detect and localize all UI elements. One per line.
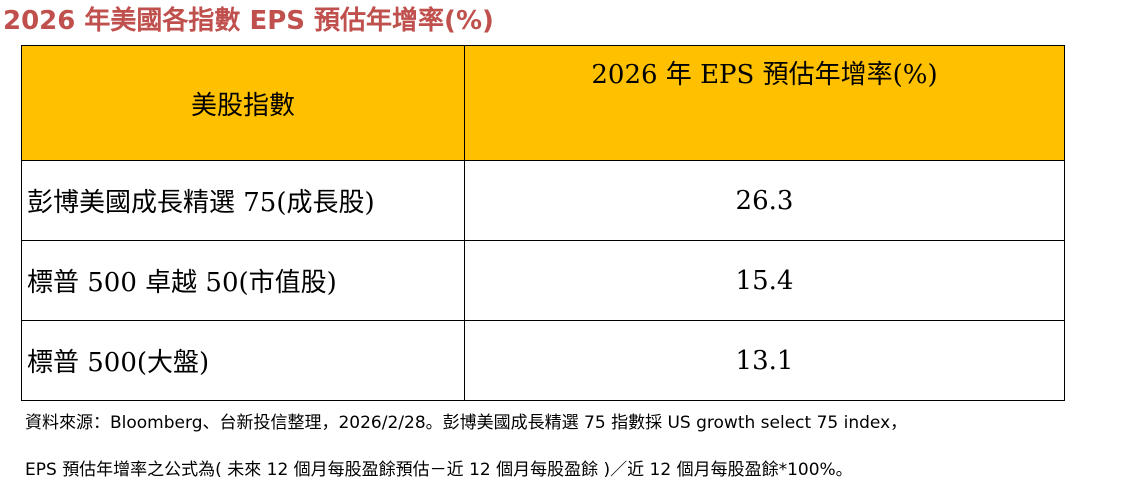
eps-growth-table: 美股指數 2026 年 EPS 預估年增率(%) 彭博美國成長精選 75(成長股… bbox=[21, 45, 1065, 401]
table-row: 標普 500(大盤) 13.1 bbox=[21, 320, 1065, 401]
table-header-row: 美股指數 2026 年 EPS 預估年增率(%) bbox=[21, 45, 1065, 161]
table-row: 標普 500 卓越 50(市值股) 15.4 bbox=[21, 240, 1065, 321]
index-name-cell: 標普 500 卓越 50(市值股) bbox=[21, 240, 465, 321]
formula-note: EPS 預估年增率之公式為( 未來 12 個月每股盈餘預估－近 12 個月每股盈… bbox=[25, 460, 853, 480]
index-name-cell: 標普 500(大盤) bbox=[21, 320, 465, 401]
eps-growth-cell: 13.1 bbox=[464, 320, 1065, 401]
source-note: 資料來源：Bloomberg、台新投信整理，2026/2/28。彭博美國成長精選… bbox=[25, 413, 908, 433]
eps-growth-cell: 15.4 bbox=[464, 240, 1065, 321]
table-row: 彭博美國成長精選 75(成長股) 26.3 bbox=[21, 160, 1065, 241]
eps-growth-cell: 26.3 bbox=[464, 160, 1065, 241]
page-title: 2026 年美國各指數 EPS 預估年增率(%) bbox=[3, 6, 494, 36]
column-header-eps-growth: 2026 年 EPS 預估年增率(%) bbox=[464, 45, 1065, 161]
index-name-cell: 彭博美國成長精選 75(成長股) bbox=[21, 160, 465, 241]
column-header-index: 美股指數 bbox=[21, 45, 465, 161]
